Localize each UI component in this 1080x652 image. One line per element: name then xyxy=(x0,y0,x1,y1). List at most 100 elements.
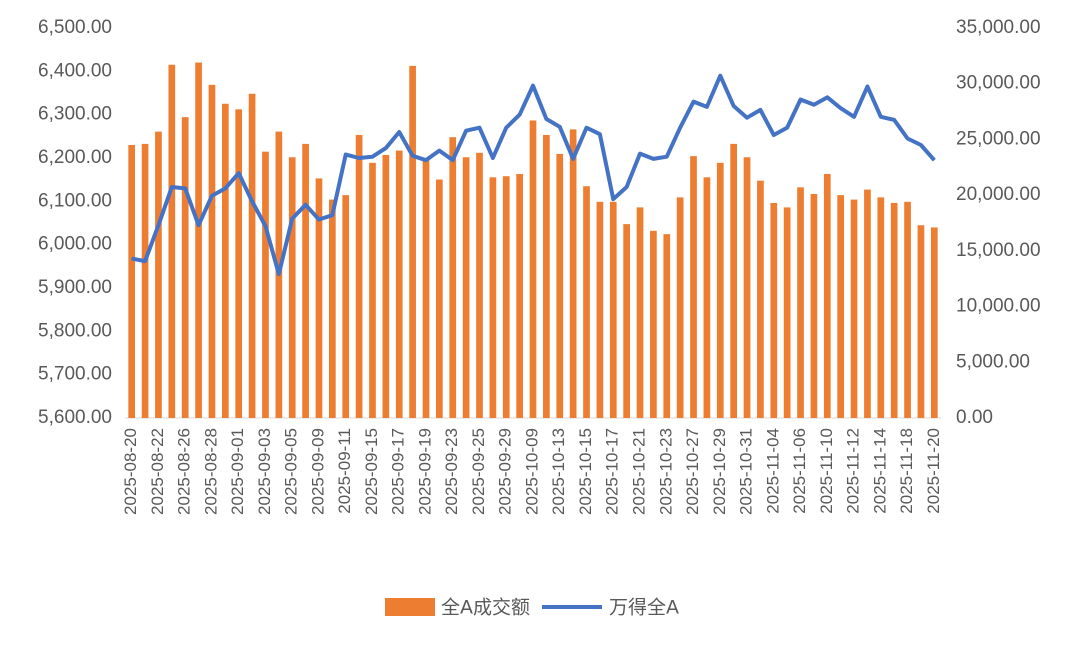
bar xyxy=(168,64,176,419)
bar xyxy=(141,143,149,418)
x-tick-label: 2025-09-05 xyxy=(282,428,301,515)
y-tick-label: 5,800.00 xyxy=(38,320,112,341)
x-tick-label: 2025-11-06 xyxy=(790,428,809,514)
bar xyxy=(690,156,697,418)
bar xyxy=(436,179,443,418)
bar xyxy=(382,155,390,418)
x-tick-label: 2025-09-25 xyxy=(469,428,488,515)
x-tick-label: 2025-09-11 xyxy=(335,428,354,514)
bar xyxy=(730,143,737,418)
bar xyxy=(583,186,590,418)
bar xyxy=(476,152,483,419)
bar xyxy=(596,201,604,418)
bar xyxy=(716,162,724,418)
bar xyxy=(329,199,336,418)
bar xyxy=(930,227,938,418)
bar xyxy=(650,230,657,418)
x-tick-label: 2025-10-15 xyxy=(576,428,595,515)
x-tick-label: 2025-10-23 xyxy=(656,428,675,515)
x-tick-label: 2025-11-10 xyxy=(817,428,836,514)
x-tick-label: 2025-10-09 xyxy=(522,428,541,515)
bar xyxy=(609,201,617,418)
x-tick-label: 2025-08-28 xyxy=(201,428,220,515)
bar xyxy=(890,202,898,418)
bar xyxy=(770,202,778,418)
bar xyxy=(743,157,751,418)
line xyxy=(131,73,936,277)
bar xyxy=(569,129,577,418)
bar xyxy=(181,117,189,419)
y2-tick-label: 25,000.00 xyxy=(956,128,1041,149)
x-tick-label: 2025-11-04 xyxy=(763,428,782,514)
x-tick-label: 2025-08-20 xyxy=(121,428,140,515)
bar xyxy=(810,194,818,418)
bar xyxy=(155,131,162,418)
bar xyxy=(422,158,430,418)
x-tick-label: 2025-09-01 xyxy=(228,428,247,515)
x-tick-label: 2025-09-23 xyxy=(442,428,461,515)
bar xyxy=(556,153,564,418)
y-tick-label: 6,300.00 xyxy=(38,104,112,125)
bar xyxy=(449,137,457,418)
bar xyxy=(248,93,256,418)
y2-tick-label: 30,000.00 xyxy=(956,73,1041,94)
x-tick-label: 2025-10-17 xyxy=(603,428,622,515)
x-tick-label: 2025-11-18 xyxy=(897,428,916,514)
legend-label: 万得全A xyxy=(609,597,679,619)
y2-tick-label: 0.00 xyxy=(956,407,993,428)
bar xyxy=(516,173,523,418)
bar xyxy=(221,103,229,419)
y-tick-label: 6,500.00 xyxy=(38,17,112,38)
bar xyxy=(489,177,497,418)
bar xyxy=(355,134,363,418)
y-tick-label: 5,700.00 xyxy=(38,364,112,385)
bar xyxy=(850,199,858,418)
y2-tick-label: 5,000.00 xyxy=(956,351,1030,372)
x-tick-label: 2025-09-19 xyxy=(415,428,434,515)
x-tick-label: 2025-09-17 xyxy=(389,428,408,515)
y-tick-label: 5,600.00 xyxy=(38,407,112,428)
x-tick-label: 2025-11-20 xyxy=(924,428,943,514)
bar xyxy=(877,197,885,418)
y2-tick-label: 35,000.00 xyxy=(956,17,1041,38)
bar xyxy=(195,62,202,419)
bar xyxy=(288,157,296,418)
legend-label: 全A成交额 xyxy=(441,597,530,619)
x-tick-label: 2025-10-27 xyxy=(683,428,702,515)
bar xyxy=(369,162,376,418)
bar xyxy=(864,189,871,418)
bar xyxy=(235,109,243,418)
bar xyxy=(395,150,403,419)
bar xyxy=(904,201,911,418)
bar xyxy=(783,207,791,418)
bar xyxy=(529,120,537,418)
bar xyxy=(663,234,671,418)
y-tick-label: 5,900.00 xyxy=(38,277,112,298)
legend-swatch xyxy=(385,598,435,616)
bar xyxy=(208,84,216,418)
bar xyxy=(262,151,269,418)
bar xyxy=(543,134,550,418)
x-tick-label: 2025-11-12 xyxy=(844,428,863,514)
bar xyxy=(462,157,470,418)
x-tick-label: 2025-11-14 xyxy=(870,428,889,514)
bar xyxy=(917,225,925,418)
bar xyxy=(797,187,804,418)
bar xyxy=(837,195,845,418)
bar xyxy=(757,180,764,418)
bar xyxy=(823,173,831,418)
bar xyxy=(315,178,323,418)
bar xyxy=(703,177,711,418)
x-tick-label: 2025-09-29 xyxy=(496,428,515,515)
x-tick-label: 2025-10-29 xyxy=(710,428,729,515)
y2-tick-label: 20,000.00 xyxy=(956,184,1041,205)
bar xyxy=(128,145,136,418)
y-tick-label: 6,400.00 xyxy=(38,60,112,81)
bar xyxy=(409,65,416,418)
x-tick-label: 2025-10-31 xyxy=(737,428,756,515)
bar xyxy=(302,143,309,418)
bar xyxy=(676,197,684,418)
x-tick-label: 2025-09-09 xyxy=(308,428,327,515)
x-tick-label: 2025-09-03 xyxy=(255,428,274,515)
